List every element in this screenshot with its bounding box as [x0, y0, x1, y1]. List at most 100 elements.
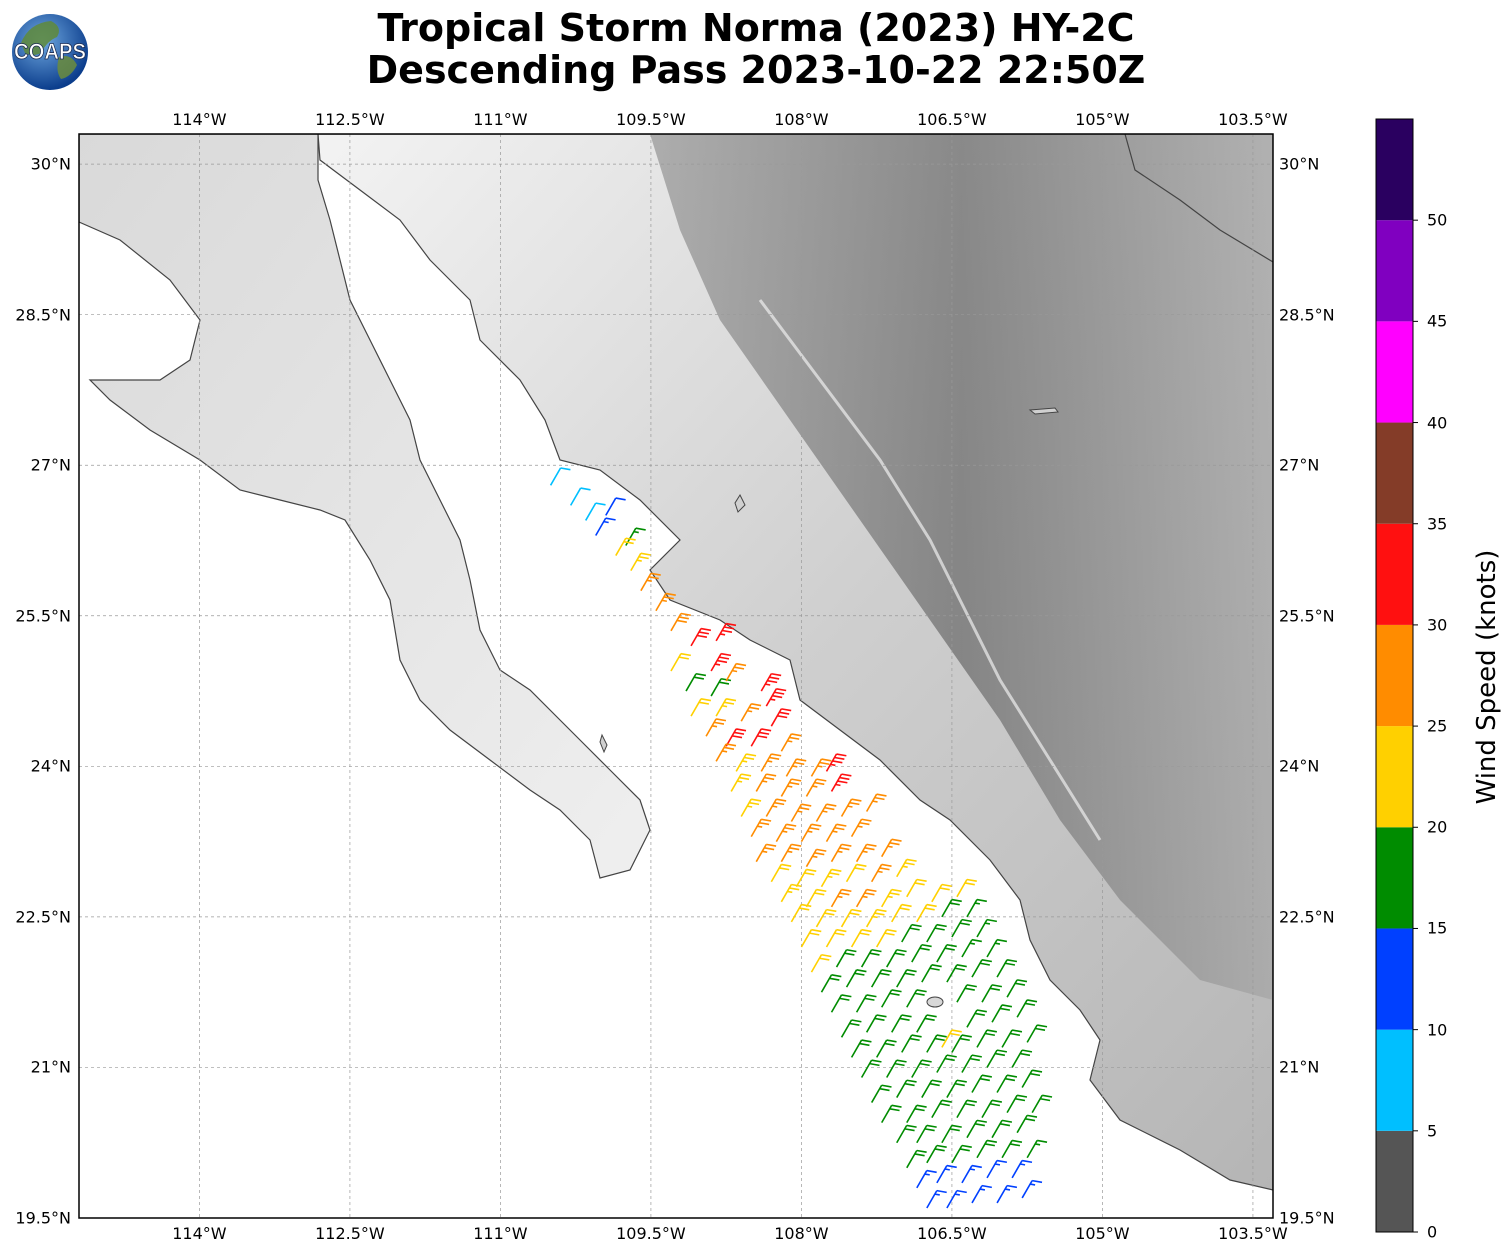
- colorbar-segment: [1376, 726, 1413, 828]
- wind-barb: [640, 572, 661, 592]
- lat-tick-left: 19.5°N: [15, 1208, 71, 1228]
- wind-barb: [996, 1184, 1018, 1204]
- wind-barb: [795, 868, 817, 888]
- wind-barb: [780, 883, 802, 903]
- wind-barb: [735, 753, 757, 772]
- wind-barb: [936, 1054, 957, 1073]
- wind-barb: [981, 984, 1003, 1003]
- wind-barb: [750, 728, 772, 747]
- wind-barb: [986, 1049, 1008, 1068]
- wind-barb: [971, 1184, 992, 1204]
- wind-barb: [780, 778, 802, 797]
- wind-barb: [810, 953, 832, 973]
- wind-barb: [941, 898, 962, 918]
- lon-tick-bottom: 108°W: [774, 1224, 829, 1243]
- wind-barb: [1031, 1094, 1053, 1114]
- wind-barb: [835, 948, 857, 968]
- wind-barb: [850, 1039, 872, 1058]
- wind-barb: [996, 1074, 1018, 1093]
- lat-tick-right: 28.5°N: [1279, 305, 1335, 325]
- wind-barb: [941, 1029, 962, 1048]
- wind-barb: [986, 938, 1008, 958]
- wind-barb: [860, 1059, 882, 1078]
- wind-barb: [715, 622, 737, 642]
- lat-tick-left: 21°N: [30, 1057, 71, 1077]
- wind-barb: [880, 888, 902, 908]
- wind-barb: [1011, 1049, 1033, 1068]
- wind-barb: [966, 1009, 987, 1028]
- wind-barb: [976, 1029, 997, 1048]
- logo-text: COAPS: [14, 39, 86, 64]
- wind-barb: [951, 1144, 972, 1164]
- upper-right-coast: [1124, 134, 1273, 263]
- lon-tick-bottom: 112.5°W: [315, 1224, 385, 1243]
- wind-barb: [886, 1059, 907, 1078]
- wind-barb: [880, 838, 902, 858]
- lon-tick-top: 111°W: [473, 110, 528, 129]
- lat-tick-right: 22.5°N: [1279, 907, 1335, 927]
- lat-tick-left: 28.5°N: [15, 305, 71, 325]
- colorbar-tick-label: 35: [1427, 514, 1448, 534]
- wind-barb: [906, 1149, 927, 1169]
- wind-barb: [906, 878, 927, 898]
- wind-barb: [956, 1099, 977, 1119]
- lon-tick-bottom: 111°W: [473, 1224, 528, 1243]
- wind-barb: [785, 758, 807, 777]
- wind-barb: [760, 753, 782, 772]
- wind-barb: [906, 989, 927, 1008]
- wind-barb: [1016, 999, 1038, 1018]
- wind-barb: [1026, 1139, 1048, 1159]
- wind-barb: [755, 773, 777, 792]
- wind-barb: [875, 1039, 897, 1058]
- wind-barb: [956, 878, 977, 898]
- wind-barb: [725, 662, 747, 682]
- colorbar-tick-label: 20: [1427, 817, 1448, 837]
- wind-barbs: [549, 467, 1053, 1209]
- wind-barb: [926, 1144, 947, 1164]
- colorbar-segment: [1376, 422, 1413, 524]
- wind-barb: [765, 798, 787, 817]
- baja-peninsula: [79, 134, 651, 879]
- lat-tick-left: 24°N: [30, 756, 71, 776]
- lon-tick-bottom: 103.5°W: [1218, 1224, 1288, 1243]
- wind-barb: [855, 843, 877, 863]
- wind-barb: [845, 969, 867, 988]
- wind-barb: [891, 1014, 912, 1033]
- wind-barb: [976, 918, 997, 938]
- lat-tick-left: 25.5°N: [15, 606, 71, 626]
- wind-barb: [855, 994, 877, 1013]
- wind-barb: [916, 1169, 937, 1189]
- wind-barb: [740, 798, 762, 817]
- colorbar-segment: [1376, 220, 1413, 322]
- wind-barb: [825, 753, 847, 772]
- wind-barb: [780, 733, 802, 752]
- wind-barb: [916, 903, 937, 923]
- wind-barb: [931, 883, 952, 903]
- colorbar-tick-label: 0: [1427, 1222, 1438, 1242]
- wind-barb: [1011, 1159, 1033, 1179]
- wind-barb: [946, 1079, 967, 1098]
- wind-barb: [880, 1104, 902, 1124]
- wind-barb: [825, 823, 847, 843]
- wind-barb: [775, 823, 797, 843]
- wind-barb: [911, 1059, 932, 1078]
- wind-barb: [569, 487, 591, 506]
- wind-barb: [971, 1074, 992, 1093]
- wind-barb: [705, 718, 727, 737]
- wind-barb: [805, 848, 827, 868]
- wind-barb: [1021, 1069, 1043, 1088]
- wind-barb: [805, 888, 827, 908]
- lon-tick-bottom: 114°W: [172, 1224, 227, 1243]
- wind-barb: [670, 612, 691, 632]
- colorbar-tick-label: 25: [1427, 716, 1448, 736]
- wind-barb: [901, 1034, 922, 1053]
- lat-tick-right: 21°N: [1279, 1057, 1320, 1077]
- island-islas-marias: [926, 996, 944, 1008]
- coaps-logo: COAPS: [12, 14, 88, 90]
- wind-barb: [896, 969, 917, 988]
- wind-barb: [971, 959, 992, 978]
- colorbar-tick-label: 40: [1427, 413, 1448, 433]
- colorbar-segment: [1376, 321, 1413, 423]
- chart-title-line2: Descending Pass 2023-10-22 22:50Z: [366, 48, 1146, 92]
- lon-tick-top: 103.5°W: [1218, 110, 1288, 129]
